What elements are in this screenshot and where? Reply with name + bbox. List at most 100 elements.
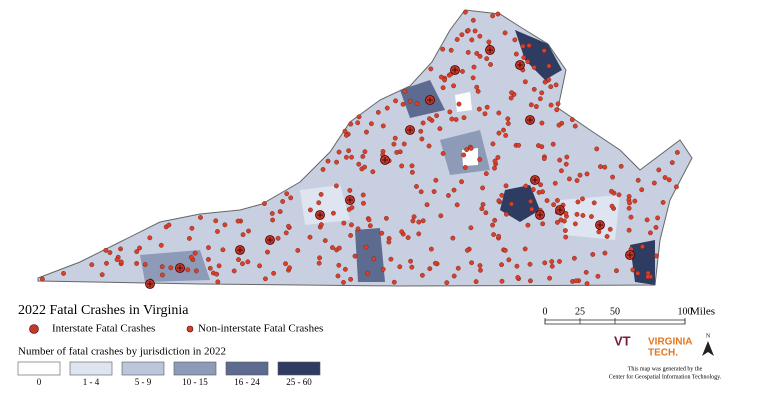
crash-dot xyxy=(118,259,124,265)
crash-dot xyxy=(317,255,322,261)
crash-dot xyxy=(595,273,601,279)
crash-dot xyxy=(640,244,645,250)
crash-dot xyxy=(341,279,346,285)
interstate-cross xyxy=(527,117,533,123)
class-swatch xyxy=(69,361,113,376)
crash-dot xyxy=(400,101,406,107)
crash-dot xyxy=(295,248,301,253)
crash-dot xyxy=(515,275,521,280)
crash-dot xyxy=(419,136,425,142)
crash-dot xyxy=(499,278,505,284)
crash-dot xyxy=(651,180,657,186)
crash-points xyxy=(40,9,680,289)
legend-title: Number of fatal crashes by jurisdiction … xyxy=(18,346,226,358)
crash-dot xyxy=(380,123,386,129)
class-label: 0 xyxy=(37,377,42,387)
crash-dot xyxy=(240,232,246,238)
crash-dot xyxy=(213,218,219,224)
crash-dot xyxy=(318,192,324,197)
crash-dot xyxy=(596,229,602,235)
crash-dot xyxy=(160,272,165,278)
interstate-cross xyxy=(267,237,273,243)
crash-dot xyxy=(484,56,490,62)
crash-dot xyxy=(470,75,476,81)
crash-dot xyxy=(438,213,444,219)
crash-dot xyxy=(288,195,294,201)
crash-dot xyxy=(549,263,555,269)
crash-dot xyxy=(367,223,373,229)
crash-dot xyxy=(442,77,447,83)
crash-dot xyxy=(388,256,394,262)
crash-dot xyxy=(440,151,446,156)
crash-dot xyxy=(286,223,291,229)
class-swatch xyxy=(173,361,217,376)
crash-dot xyxy=(262,201,267,206)
crash-dot xyxy=(569,117,575,123)
crash-dot xyxy=(520,43,526,49)
crash-dot xyxy=(437,126,443,132)
crash-dot xyxy=(409,264,415,270)
crash-dot xyxy=(347,188,353,193)
crash-dot xyxy=(544,198,550,203)
crash-dot xyxy=(349,222,354,228)
crash-dot xyxy=(521,55,527,60)
crash-dot xyxy=(235,218,241,224)
interstate-cross xyxy=(427,97,433,103)
interstate-cross xyxy=(452,67,458,73)
crash-dot xyxy=(356,161,362,167)
crash-dot xyxy=(168,265,174,271)
crash-dot xyxy=(397,264,403,270)
crash-dot xyxy=(283,230,289,236)
crash-dot xyxy=(571,255,577,261)
crash-dot xyxy=(506,257,512,263)
credit-line: Center for Geospatial Information Techno… xyxy=(609,373,722,380)
crash-dot xyxy=(308,207,313,213)
crash-dot xyxy=(512,37,518,43)
crash-dot xyxy=(330,245,335,250)
mid-region xyxy=(355,228,385,282)
crash-dot xyxy=(349,205,355,210)
crash-dot xyxy=(215,279,221,285)
crash-dot xyxy=(464,247,470,253)
crash-dot xyxy=(334,159,339,165)
crash-dot xyxy=(539,144,545,150)
crash-dot xyxy=(379,230,385,236)
crash-dot xyxy=(448,47,454,53)
mid-region xyxy=(400,80,445,118)
crash-dot xyxy=(514,263,520,269)
crash-dot xyxy=(428,246,434,252)
crash-dot xyxy=(602,250,608,256)
crash-dot xyxy=(446,193,451,198)
crash-dot xyxy=(438,74,444,80)
crash-dot xyxy=(391,279,397,285)
crash-dot xyxy=(674,150,680,155)
crash-dot xyxy=(361,200,366,206)
class-swatch xyxy=(277,361,321,376)
legend-label: Non-interstate Fatal Crashes xyxy=(198,323,323,335)
crash-dot xyxy=(470,17,476,23)
crash-dot xyxy=(386,239,392,245)
crash-dot xyxy=(451,273,457,279)
class-label: 5 - 9 xyxy=(135,377,152,387)
class-label: 25 - 60 xyxy=(286,377,312,387)
crash-dot xyxy=(480,202,486,207)
crash-dot xyxy=(322,238,328,243)
crash-dot xyxy=(245,259,251,265)
crash-dot xyxy=(554,107,560,113)
interstate-cross xyxy=(532,177,538,183)
crash-dot xyxy=(104,260,109,266)
crash-dot xyxy=(336,262,342,268)
crash-dot xyxy=(490,222,496,228)
crash-dot xyxy=(496,233,502,239)
crash-dot xyxy=(584,281,590,286)
crash-dot xyxy=(360,192,366,198)
crash-dot xyxy=(416,219,422,225)
crash-dot xyxy=(575,199,581,205)
crash-dot xyxy=(468,145,474,151)
crash-dot xyxy=(465,49,471,55)
logo-line2: TECH. xyxy=(648,348,678,359)
crash-dot xyxy=(186,236,192,241)
crash-dot xyxy=(616,192,622,198)
crash-dot xyxy=(563,161,569,167)
crash-dot xyxy=(469,37,475,43)
